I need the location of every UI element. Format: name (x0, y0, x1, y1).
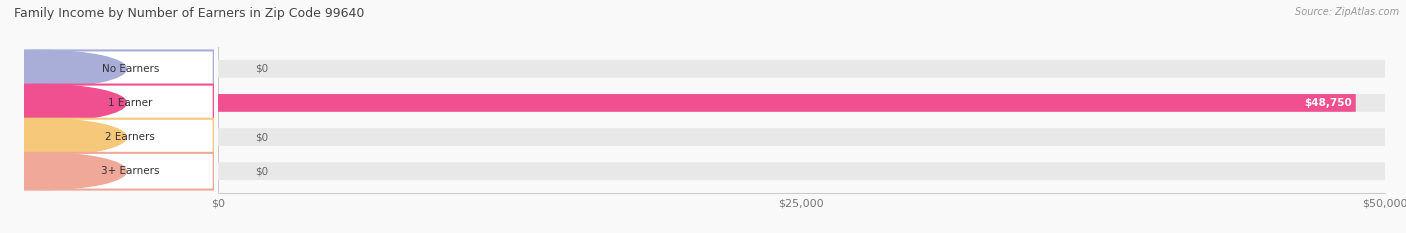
Text: $0: $0 (256, 166, 269, 176)
Circle shape (0, 153, 127, 190)
Text: 3+ Earners: 3+ Earners (101, 166, 159, 176)
FancyBboxPatch shape (218, 94, 1385, 112)
FancyBboxPatch shape (24, 50, 214, 87)
Text: Source: ZipAtlas.com: Source: ZipAtlas.com (1295, 7, 1399, 17)
Circle shape (0, 119, 127, 155)
FancyBboxPatch shape (218, 60, 1385, 78)
Text: No Earners: No Earners (101, 64, 159, 74)
Text: Family Income by Number of Earners in Zip Code 99640: Family Income by Number of Earners in Zi… (14, 7, 364, 20)
FancyBboxPatch shape (24, 153, 214, 190)
Text: 1 Earner: 1 Earner (108, 98, 152, 108)
FancyBboxPatch shape (218, 94, 1355, 112)
FancyBboxPatch shape (218, 162, 1385, 180)
Text: $0: $0 (256, 132, 269, 142)
Text: $48,750: $48,750 (1305, 98, 1353, 108)
Text: $0: $0 (256, 64, 269, 74)
FancyBboxPatch shape (24, 85, 214, 121)
Circle shape (0, 85, 127, 121)
FancyBboxPatch shape (218, 128, 1385, 146)
Circle shape (0, 50, 127, 87)
FancyBboxPatch shape (24, 119, 214, 155)
Text: 2 Earners: 2 Earners (105, 132, 155, 142)
